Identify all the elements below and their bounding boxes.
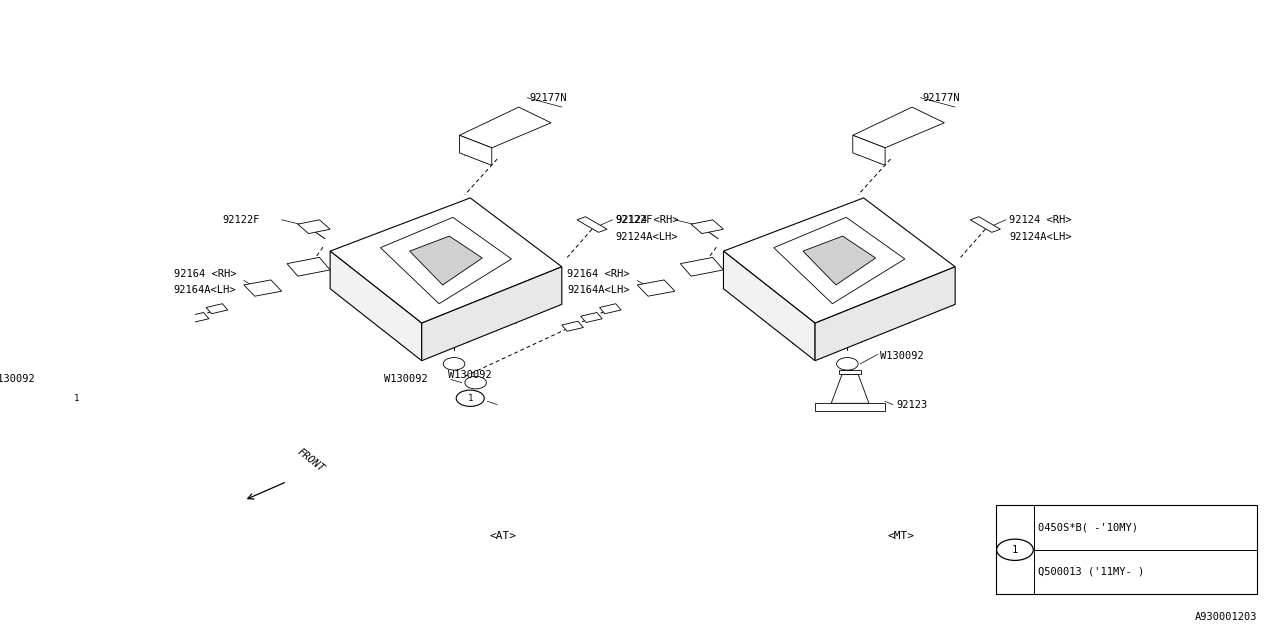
Text: 92164 <RH>: 92164 <RH> — [174, 269, 237, 279]
Polygon shape — [330, 251, 421, 361]
Polygon shape — [774, 218, 905, 304]
Bar — [996, 505, 1257, 594]
Polygon shape — [815, 267, 955, 361]
Polygon shape — [681, 257, 723, 276]
Polygon shape — [410, 236, 483, 285]
Text: 1: 1 — [74, 394, 79, 403]
Circle shape — [997, 539, 1033, 561]
Polygon shape — [460, 107, 552, 148]
Circle shape — [63, 390, 91, 406]
Polygon shape — [970, 217, 1001, 232]
Text: 92177N: 92177N — [530, 93, 567, 103]
Polygon shape — [581, 312, 602, 323]
Polygon shape — [723, 198, 955, 323]
Text: A930001203: A930001203 — [1194, 612, 1257, 622]
Text: 92124A<LH>: 92124A<LH> — [616, 232, 678, 243]
Text: 92124 <RH>: 92124 <RH> — [1009, 215, 1071, 225]
Polygon shape — [562, 321, 584, 332]
Text: <MT>: <MT> — [888, 531, 915, 541]
Polygon shape — [723, 251, 815, 361]
Polygon shape — [831, 374, 869, 403]
Text: W130092: W130092 — [384, 374, 428, 385]
Polygon shape — [691, 220, 723, 234]
Text: 92123: 92123 — [896, 399, 927, 410]
Text: 92164A<LH>: 92164A<LH> — [174, 285, 237, 295]
Text: 92177N: 92177N — [923, 93, 960, 103]
Polygon shape — [637, 280, 675, 296]
Polygon shape — [287, 257, 330, 276]
Circle shape — [72, 376, 93, 389]
Polygon shape — [815, 403, 884, 411]
Polygon shape — [852, 135, 884, 165]
Text: 1: 1 — [1011, 545, 1018, 555]
Text: W130092: W130092 — [0, 374, 35, 385]
Polygon shape — [599, 304, 621, 314]
Text: 92122F: 92122F — [223, 215, 260, 225]
Circle shape — [465, 376, 486, 389]
Circle shape — [443, 358, 465, 370]
Text: 92122F: 92122F — [616, 215, 653, 225]
Polygon shape — [298, 220, 330, 234]
Text: 92164 <RH>: 92164 <RH> — [567, 269, 630, 279]
Polygon shape — [803, 236, 876, 285]
Text: Q500013 ('11MY- ): Q500013 ('11MY- ) — [1038, 566, 1144, 577]
Text: 92124A<LH>: 92124A<LH> — [1009, 232, 1071, 243]
Text: <AT>: <AT> — [489, 531, 516, 541]
Circle shape — [837, 358, 858, 370]
Polygon shape — [838, 370, 861, 374]
Polygon shape — [460, 135, 492, 165]
Polygon shape — [577, 217, 607, 232]
Text: 92164A<LH>: 92164A<LH> — [567, 285, 630, 295]
Text: 1: 1 — [467, 394, 472, 403]
Text: W130092: W130092 — [448, 370, 492, 380]
Circle shape — [456, 390, 484, 406]
Text: 0450S*B( -'10MY): 0450S*B( -'10MY) — [1038, 523, 1138, 533]
Text: FRONT: FRONT — [296, 446, 326, 474]
Polygon shape — [206, 304, 228, 314]
Polygon shape — [169, 321, 189, 332]
Polygon shape — [244, 280, 282, 296]
Text: W130092: W130092 — [879, 351, 923, 361]
Polygon shape — [421, 267, 562, 361]
Polygon shape — [330, 198, 562, 323]
Polygon shape — [852, 107, 945, 148]
Text: 92124 <RH>: 92124 <RH> — [616, 215, 678, 225]
Polygon shape — [187, 312, 209, 323]
Polygon shape — [380, 218, 512, 304]
